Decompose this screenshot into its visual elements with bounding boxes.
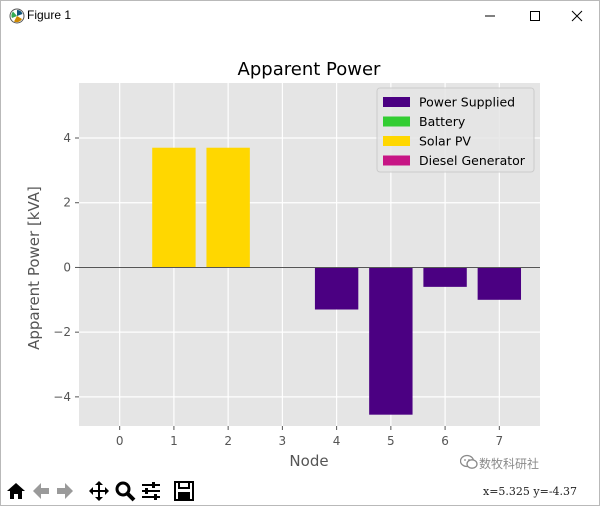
navigation-toolbar: [1, 477, 599, 505]
save-icon[interactable]: [173, 480, 195, 502]
forward-arrow-icon[interactable]: [54, 480, 76, 502]
legend-swatch: [383, 155, 410, 166]
x-tick-label: 4: [333, 434, 341, 448]
legend-label: Power Supplied: [419, 95, 515, 110]
pan-icon[interactable]: [88, 480, 110, 502]
legend-label: Solar PV: [419, 134, 471, 149]
y-tick-label: −4: [53, 390, 71, 404]
x-tick-label: 0: [116, 434, 124, 448]
zoom-icon[interactable]: [114, 480, 136, 502]
legend-label: Diesel Generator: [419, 153, 526, 168]
minimize-button[interactable]: [467, 1, 513, 31]
maximize-icon: [530, 11, 540, 21]
x-tick-label: 3: [279, 434, 287, 448]
bar-power-supplied-node-7: [477, 267, 522, 300]
cursor-coordinates: x=5.325 y=-4.37: [483, 485, 578, 498]
bar-chart: 0 1 2 3 4 5 6 7 −4 −2 0 2 4 Apparent Power Node Appa…: [25, 59, 540, 470]
y-tick-label: −2: [53, 325, 71, 339]
legend-box: [376, 87, 535, 173]
configure-subplots-icon[interactable]: [140, 480, 162, 502]
y-tick-label: 2: [63, 196, 71, 210]
ticks: 0 1 2 3 4 5 6 7 −4 −2 0 2 4: [53, 131, 503, 448]
close-button[interactable]: [554, 1, 599, 31]
close-icon: [571, 10, 583, 22]
bar-power-supplied-node-6: [423, 267, 467, 287]
x-tick-label: 6: [441, 434, 449, 448]
window-title: Figure 1: [27, 8, 72, 22]
bar-solar-pv-node-1: [152, 147, 196, 268]
bar-power-supplied-node-5: [369, 267, 413, 415]
minimize-icon: [485, 15, 495, 17]
wechat-icon: [460, 454, 478, 469]
title-bar: Figure 1: [1, 1, 599, 31]
legend: Power Supplied Battery Solar PV Diesel Gene…: [376, 87, 535, 173]
x-tick-label: 2: [224, 434, 232, 448]
back-arrow-icon[interactable]: [30, 480, 52, 502]
bar-solar-pv-node-2: [206, 147, 250, 268]
y-tick-label: 0: [63, 260, 71, 274]
legend-label: Battery: [419, 114, 466, 129]
bars: [152, 147, 522, 415]
watermark-text: 数牧科研社: [479, 457, 540, 471]
x-tick-label: 7: [496, 434, 504, 448]
y-axis-label: Apparent Power [kVA]: [25, 186, 43, 350]
chart-title: Apparent Power: [238, 59, 381, 80]
maximize-button[interactable]: [512, 1, 558, 31]
x-axis-label: Node: [289, 452, 328, 470]
bar-power-supplied-node-4: [314, 267, 359, 310]
legend-swatch: [383, 97, 410, 107]
matplotlib-icon: [9, 8, 25, 24]
x-tick-label: 5: [387, 434, 395, 448]
x-tick-label: 1: [170, 434, 178, 448]
y-tick-label: 4: [63, 131, 71, 145]
home-icon[interactable]: [5, 480, 27, 502]
legend-swatch: [383, 136, 410, 146]
legend-swatch: [383, 116, 410, 127]
